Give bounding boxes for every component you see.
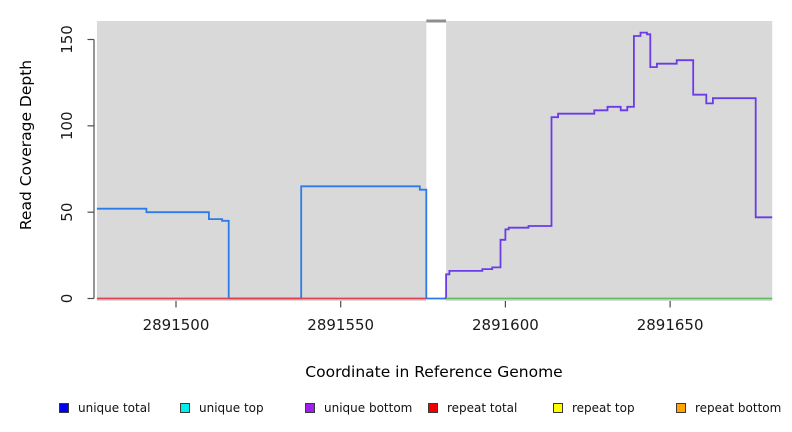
legend-swatch-icon: [553, 403, 563, 413]
y-tick-label: 150: [58, 25, 76, 54]
legend-swatch-icon: [180, 403, 190, 413]
x-tick-label: 2891500: [143, 316, 210, 334]
legend-label: repeat bottom: [695, 401, 782, 415]
legend-swatch-icon: [428, 403, 438, 413]
legend-item-repeat-total: repeat total: [428, 401, 517, 415]
legend-label: unique bottom: [324, 401, 413, 415]
series-unique-total: [96, 185, 447, 300]
x-tick-label: 2891650: [637, 316, 704, 334]
legend-label: repeat total: [447, 401, 518, 415]
legend-swatch-icon: [676, 403, 686, 413]
legend-item-unique-top: unique top: [180, 401, 264, 415]
series-unique-bottom: [444, 31, 773, 300]
y-tick-label: 0: [58, 294, 76, 304]
legend-item-repeat-bottom: repeat bottom: [676, 401, 781, 415]
y-tick-label: 50: [58, 203, 76, 222]
legend-swatch-icon: [59, 403, 69, 413]
x-tick-label: 2891550: [307, 316, 374, 334]
legend: unique total unique top unique bottom repea…: [0, 401, 792, 421]
legend-item-repeat-top: repeat top: [553, 401, 635, 415]
legend-label: repeat top: [572, 401, 635, 415]
y-axis-title: Read Coverage Depth: [17, 60, 35, 230]
gap-top-marker: [426, 19, 447, 23]
y-tick-label: 100: [58, 112, 76, 141]
coverage-gap-region: [426, 21, 447, 301]
legend-item-unique-bottom: unique bottom: [305, 401, 412, 415]
x-tick-label: 2891600: [472, 316, 539, 334]
legend-item-unique-total: unique total: [59, 401, 150, 415]
legend-label: unique total: [78, 401, 151, 415]
x-axis-title: Coordinate in Reference Genome: [305, 363, 562, 381]
legend-swatch-icon: [305, 403, 315, 413]
legend-label: unique top: [199, 401, 264, 415]
